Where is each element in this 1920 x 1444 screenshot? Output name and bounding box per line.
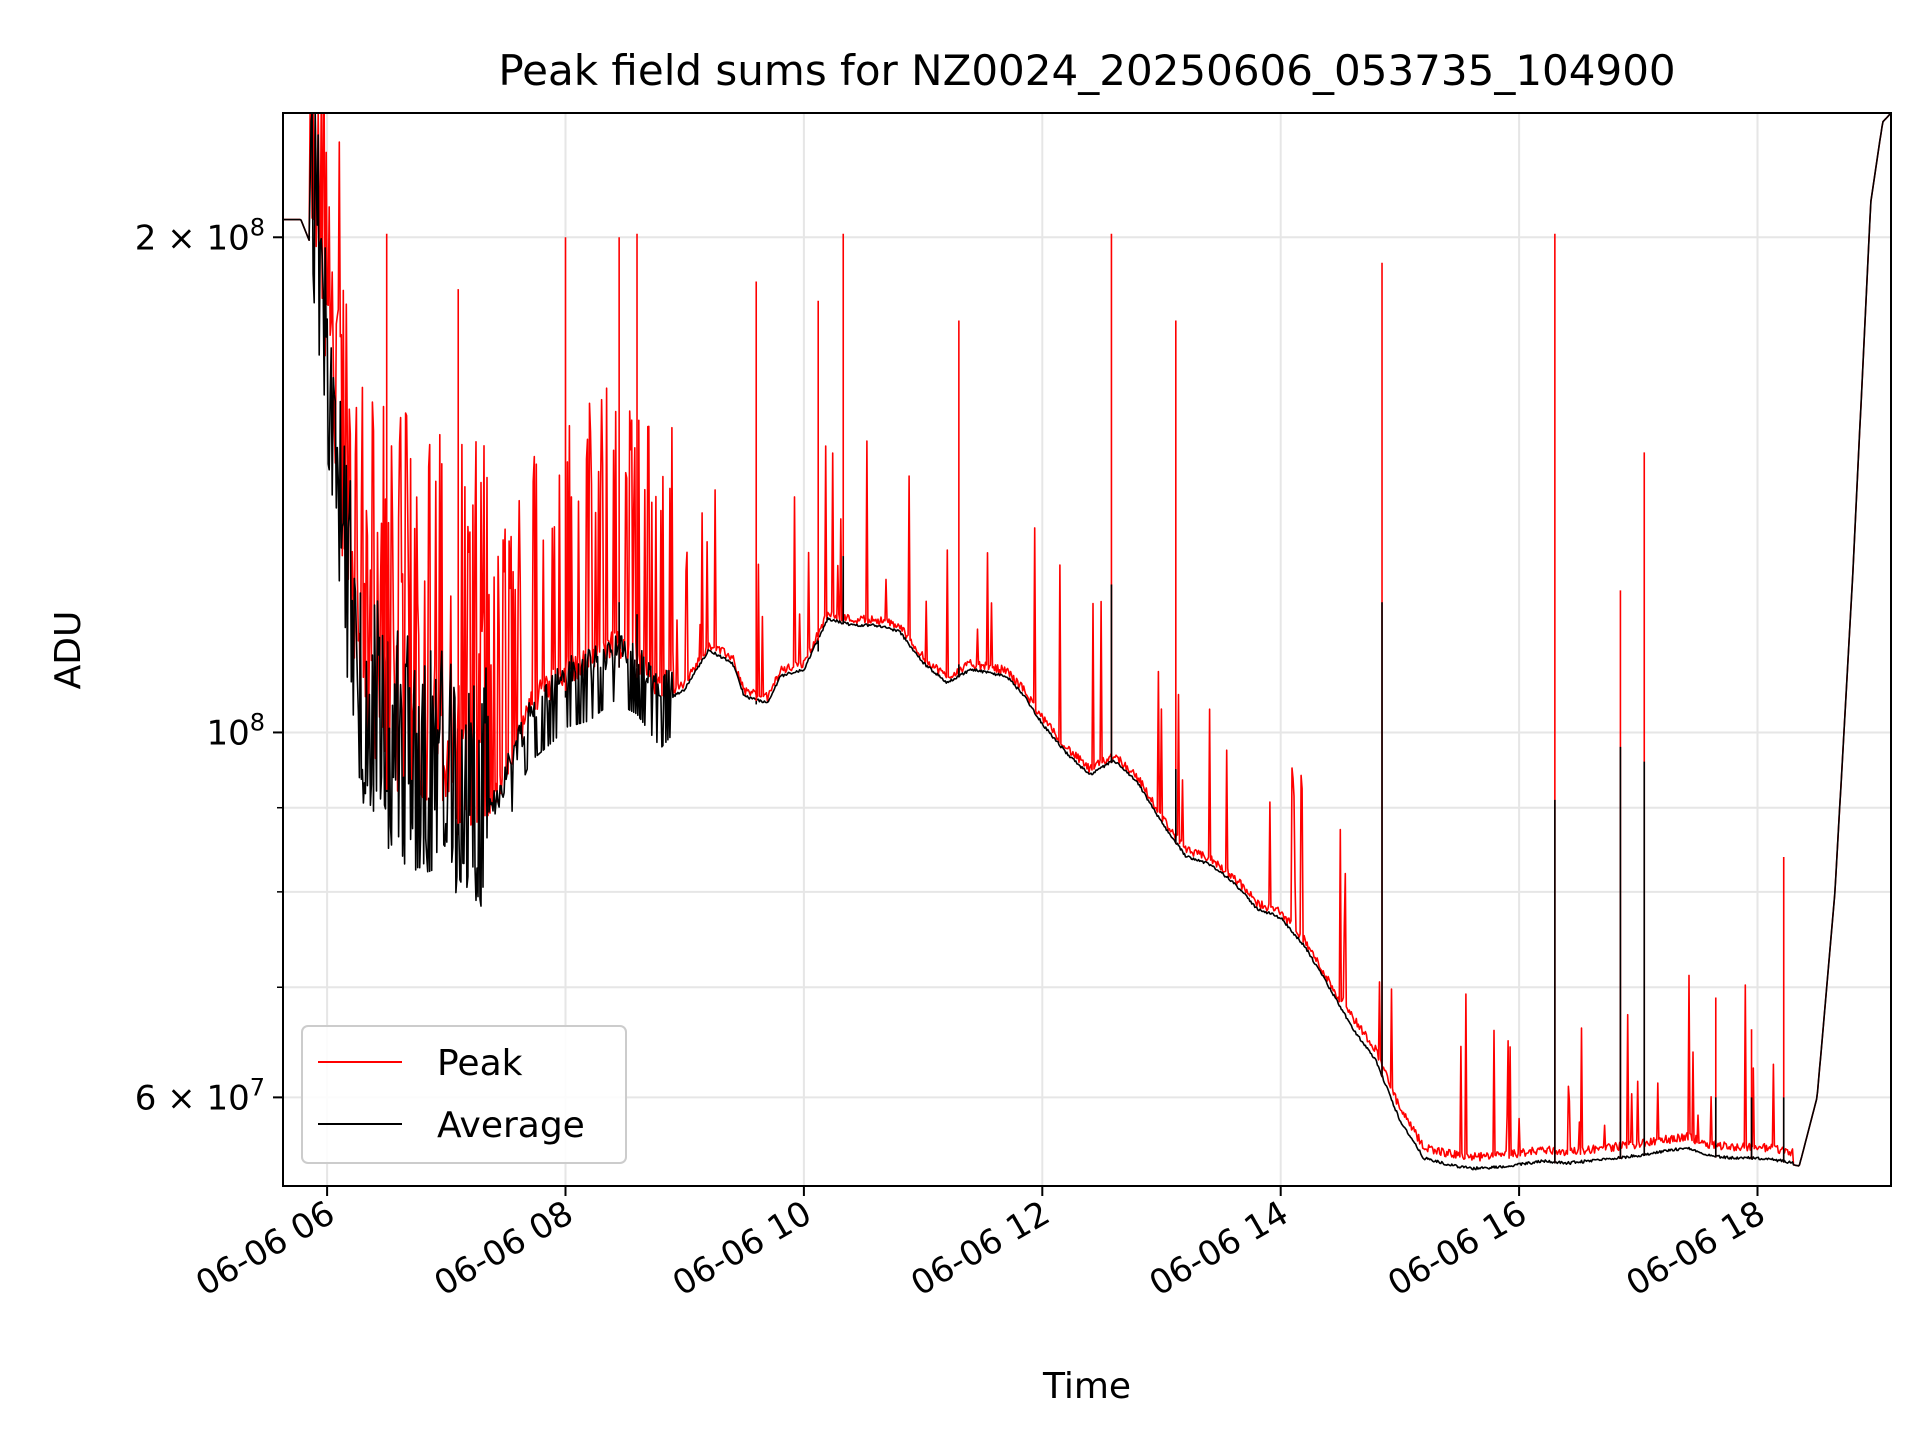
y-tick-label: 6 × 107	[135, 1073, 265, 1118]
y-tick-label-base: 6 × 10	[135, 1078, 250, 1118]
legend-box	[301, 1025, 627, 1164]
y-axis-label: ADU	[48, 611, 89, 690]
x-axis-label: Time	[1042, 1366, 1131, 1407]
plot-frame	[282, 112, 1892, 1187]
y-tick-label-base: 10	[206, 713, 249, 753]
series-line-average	[283, 112, 1892, 1171]
y-tick-label-exponent: 7	[250, 1073, 265, 1101]
y-tick-label-exponent: 8	[250, 213, 265, 241]
plot-series	[283, 112, 1892, 1171]
y-tick-label: 2 × 108	[135, 213, 265, 258]
y-tick-label: 108	[206, 708, 265, 753]
y-tick-label-base: 2 × 10	[135, 218, 250, 258]
legend-label-peak: Peak	[437, 1043, 523, 1084]
chart-title: Peak field sums for NZ0024_20250606_0537…	[498, 46, 1675, 95]
y-tick-label-exponent: 8	[250, 708, 265, 736]
legend: Peak Average	[301, 1025, 627, 1164]
legend-label-average: Average	[437, 1105, 585, 1146]
